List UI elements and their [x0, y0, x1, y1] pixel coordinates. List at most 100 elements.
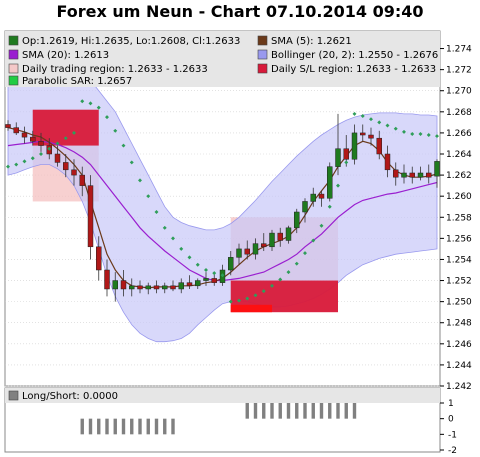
candle-body	[236, 248, 242, 258]
bollinger-band	[7, 62, 438, 343]
candle-body	[409, 172, 415, 178]
candle	[186, 275, 193, 289]
candle	[236, 243, 242, 265]
long-short-bar	[97, 418, 101, 435]
candle	[162, 282, 168, 294]
candle	[21, 126, 28, 144]
sar-point	[245, 296, 250, 301]
long-short-bars	[80, 403, 357, 435]
candle-body	[302, 201, 308, 213]
candle-body	[393, 169, 399, 178]
sar-point	[360, 114, 365, 119]
legend: Op:1.2619, Hi:1.2635, Lo:1.2608, Cl:1.26…	[8, 35, 438, 87]
candle	[54, 145, 61, 167]
long-short-bar	[146, 418, 150, 435]
line-swatch	[8, 49, 19, 60]
candle-body	[244, 248, 250, 255]
long-short-bar	[138, 418, 142, 435]
candle	[137, 280, 143, 294]
long-short-bar	[303, 403, 307, 419]
sar-point	[336, 183, 340, 188]
candle	[269, 229, 275, 252]
candle-body	[71, 169, 77, 176]
candle	[335, 113, 341, 176]
long-short-bar	[344, 403, 348, 419]
candle-body	[79, 174, 85, 186]
candle-body	[228, 257, 234, 271]
sar-point	[105, 115, 109, 120]
candle-body	[203, 278, 209, 281]
sub-legend-label: Long/Short: 0.0000	[22, 391, 118, 402]
candle	[203, 272, 209, 286]
candle-body	[269, 232, 275, 248]
long-short-bar	[295, 403, 299, 419]
long-short-bar	[80, 418, 84, 435]
candle-body	[87, 185, 94, 248]
sar-point	[195, 262, 200, 267]
candle-body	[186, 282, 193, 287]
sar-point	[286, 270, 291, 275]
candle	[384, 145, 391, 178]
sub-y-tick-label: 1	[448, 399, 454, 409]
long-short-bar	[113, 418, 117, 435]
sar-point	[426, 133, 431, 137]
candle	[393, 162, 399, 186]
candle	[417, 166, 424, 181]
long-short-bar	[154, 418, 159, 435]
candle	[327, 162, 333, 202]
sar-point	[113, 128, 118, 133]
long-short-bar	[163, 418, 167, 435]
y-tick-label: 1.268	[446, 108, 472, 118]
sub-legend-panel	[5, 388, 440, 403]
candle-body	[434, 161, 440, 177]
candle-body	[426, 172, 432, 178]
long-short-bar	[88, 418, 93, 435]
long-short-bar	[253, 403, 258, 419]
sub-y-tick-label: -1	[448, 430, 457, 440]
chart-title: Forex um Neun - Chart 07.10.2014 09:40	[56, 2, 424, 21]
candle	[401, 164, 407, 184]
sub-legend: Long/Short: 0.0000	[8, 390, 118, 402]
candle	[409, 166, 415, 184]
candle-body	[261, 243, 267, 248]
candle-body	[376, 137, 382, 155]
candle	[87, 175, 94, 260]
y-axis: 1.242 1.244 1.246 1.248 1.250 1.252 1.254 1.256…	[440, 45, 472, 392]
candle-body	[38, 141, 44, 146]
sar-point	[63, 136, 68, 141]
candle	[96, 236, 102, 281]
candle-body	[153, 285, 160, 290]
candle-body	[277, 232, 283, 241]
candle	[376, 130, 382, 160]
region-swatch	[257, 63, 268, 74]
sar-point	[418, 131, 423, 136]
candle-body	[351, 132, 358, 160]
sar-point	[80, 99, 85, 104]
candle	[302, 198, 308, 223]
sar-point	[327, 204, 332, 209]
sar-point	[385, 123, 390, 128]
candle-body	[13, 127, 19, 134]
candle-swatch	[8, 35, 19, 46]
candle	[252, 238, 259, 260]
y-tick-label: 1.250	[446, 298, 472, 308]
candle-body	[96, 246, 102, 271]
candle-body	[318, 193, 325, 199]
sub-y-tick-label: -2	[448, 446, 457, 456]
sar-point	[146, 194, 151, 199]
band-swatch	[257, 49, 268, 60]
sar-point	[154, 210, 159, 214]
candle-body	[310, 193, 316, 202]
candle-body	[120, 280, 127, 290]
candle-body	[145, 285, 151, 290]
sar-point	[179, 246, 184, 251]
candle	[261, 233, 267, 252]
long-short-bar	[311, 403, 315, 419]
candle	[294, 208, 300, 234]
long-short-bar	[286, 403, 291, 419]
candle	[310, 187, 316, 207]
long-short-bar	[270, 403, 274, 419]
legend-label: Op:1.2619, Hi:1.2635, Lo:1.2608, Cl:1.26…	[22, 36, 240, 47]
candle-body	[327, 166, 333, 199]
candle-body	[162, 285, 168, 290]
